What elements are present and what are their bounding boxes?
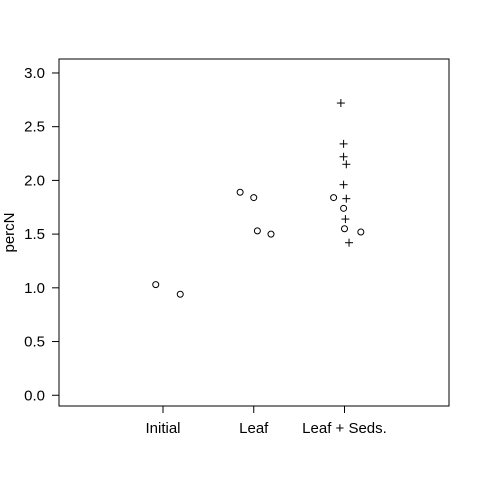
data-point-plus	[341, 215, 350, 224]
data-point-circle	[250, 194, 258, 202]
data-point-circle	[340, 204, 348, 212]
y-tick-label: 1.5	[24, 226, 45, 243]
data-point-circle	[253, 227, 261, 235]
data-point-plus	[339, 139, 348, 148]
data-point-circle	[152, 281, 160, 289]
data-point-circle	[357, 228, 365, 236]
data-point-circle	[267, 230, 275, 238]
data-point-circle	[236, 188, 244, 196]
data-point-plus	[342, 160, 351, 169]
data-point-plus	[342, 194, 351, 203]
y-tick-label: 0.0	[24, 387, 45, 404]
data-point-plus	[336, 99, 345, 108]
x-tick-label: Leaf + Seds.	[302, 420, 387, 437]
y-tick-label: 3.0	[24, 65, 45, 82]
plot-frame	[58, 58, 450, 407]
y-tick-label: 0.5	[24, 334, 45, 351]
data-point-circle	[341, 225, 348, 233]
data-points	[152, 99, 365, 298]
data-point-plus	[339, 152, 348, 161]
x-axis: Initial Leaf Leaf + Seds.	[145, 406, 387, 437]
y-tick-label: 2.0	[24, 172, 45, 189]
data-point-circle	[176, 290, 184, 298]
y-axis-label: percN	[1, 212, 18, 252]
data-point-plus	[345, 238, 354, 247]
y-axis: 0.0 0.5 1.0 1.5 2.0 2.5 3.0	[24, 65, 59, 404]
y-tick-label: 2.5	[24, 119, 45, 136]
x-tick-label: Leaf	[239, 420, 269, 437]
y-tick-label: 1.0	[24, 280, 45, 297]
x-tick-label: Initial	[145, 420, 180, 437]
data-point-plus	[339, 180, 348, 189]
data-point-circle	[330, 194, 338, 202]
